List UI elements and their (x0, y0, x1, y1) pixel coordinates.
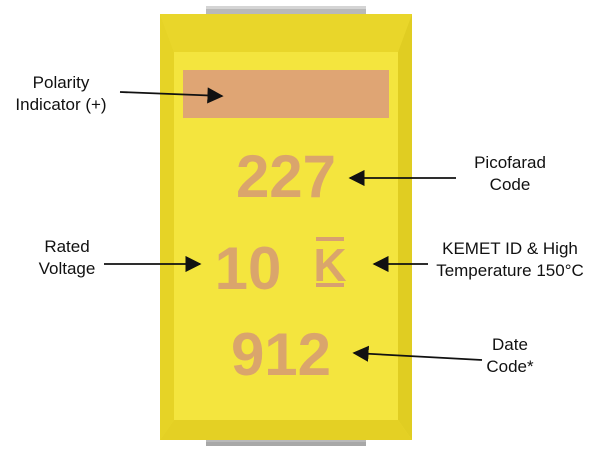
top-terminal (206, 6, 366, 16)
polarity-band (183, 70, 389, 118)
date-label-line2: Code* (486, 357, 534, 376)
kemet-overline (316, 237, 344, 241)
polarity-arrow (119, 87, 224, 104)
polarity-label-line1: Polarity (33, 73, 90, 92)
polarity-label-line2: Indicator (+) (15, 95, 106, 114)
date-arrow (352, 345, 483, 362)
kemet-underline (316, 283, 344, 287)
date-code-marking: 912 (231, 321, 331, 388)
picofarad-label-line2: Code (490, 175, 531, 194)
kemet-label-line2: Temperature 150°C (436, 261, 584, 280)
voltage-label-line2: Voltage (39, 259, 96, 278)
kemet-label-line1: KEMET ID & High (442, 239, 578, 258)
picofarad-label-line1: Picofarad (474, 153, 546, 172)
picofarad-code-marking: 227 (236, 143, 336, 210)
date-label-line1: Date (492, 335, 528, 354)
voltage-label-line1: Rated (44, 237, 89, 256)
bottom-terminal (206, 436, 366, 446)
rated-voltage-marking: 10 (215, 235, 282, 302)
kemet-id-marking: K (313, 239, 346, 291)
